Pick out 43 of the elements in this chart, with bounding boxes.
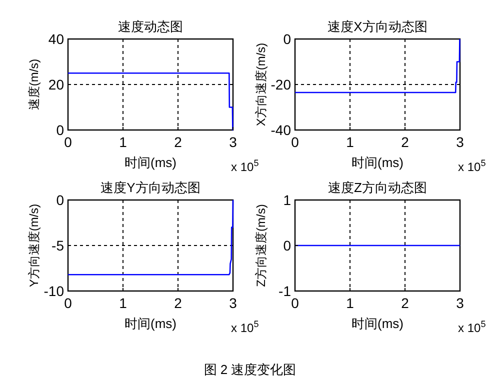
y-axis-title: Z方向速度(m/s) xyxy=(254,204,268,287)
y-tick-label: -20 xyxy=(270,76,292,92)
y-tick-label: 0 xyxy=(283,238,292,254)
y-tick-label: 0 xyxy=(283,31,292,47)
line-series xyxy=(67,199,234,276)
y-tick-label: 1 xyxy=(283,192,292,208)
x-tick-label: 3 xyxy=(456,295,464,311)
y-tick-label: 0 xyxy=(56,192,64,208)
y-tick-label: 0 xyxy=(56,122,64,138)
y-tick-label: 40 xyxy=(48,31,64,47)
text: x 10$^{5}$ xyxy=(458,319,486,335)
x-tick-label: 2 xyxy=(174,295,182,311)
text: x 10$^{5}$ xyxy=(458,158,486,174)
x-tick-label: 1 xyxy=(119,134,128,150)
text: x 10$^{5}$ xyxy=(231,158,259,174)
chart-title: 速度Y方向动态图 xyxy=(100,180,200,195)
x-tick-label: 1 xyxy=(346,295,354,311)
x-tick-label: 2 xyxy=(401,134,410,150)
line-series xyxy=(294,38,460,94)
y-tick-label: -5 xyxy=(52,238,64,254)
y-axis-title: Y方向速度(m/s) xyxy=(27,204,41,288)
x-tick-label: 1 xyxy=(346,134,354,150)
x-axis-title: 时间(ms) xyxy=(352,155,404,170)
x-tick-label: 1 xyxy=(119,295,128,311)
y-tick-label: -1 xyxy=(278,283,292,299)
y-axis-title: X方向速度(m/s) xyxy=(254,42,268,126)
chart-title: 速度Z方向动态图 xyxy=(328,180,427,195)
x-axis-title: 时间(ms) xyxy=(352,316,404,331)
x-axis-title: 时间(ms) xyxy=(124,316,176,331)
chart-title: 速度动态图 xyxy=(118,19,183,34)
x-tick-label: 3 xyxy=(229,134,238,150)
text: x 10$^{5}$ xyxy=(231,319,259,335)
x-tick-label: 2 xyxy=(174,134,182,150)
x-axis-title: 时间(ms) xyxy=(124,155,176,170)
caption: 图 2 速度变化图 xyxy=(204,362,296,377)
chart-title: 速度X方向动态图 xyxy=(328,19,428,34)
x-tick-label: 3 xyxy=(229,295,238,311)
y-tick-label: -10 xyxy=(44,283,64,299)
y-tick-label: -40 xyxy=(270,122,292,138)
y-axis-title: 速度(m/s) xyxy=(27,58,41,110)
x-tick-label: 2 xyxy=(401,295,410,311)
x-tick-label: 3 xyxy=(456,134,464,150)
y-tick-label: 20 xyxy=(48,76,64,92)
